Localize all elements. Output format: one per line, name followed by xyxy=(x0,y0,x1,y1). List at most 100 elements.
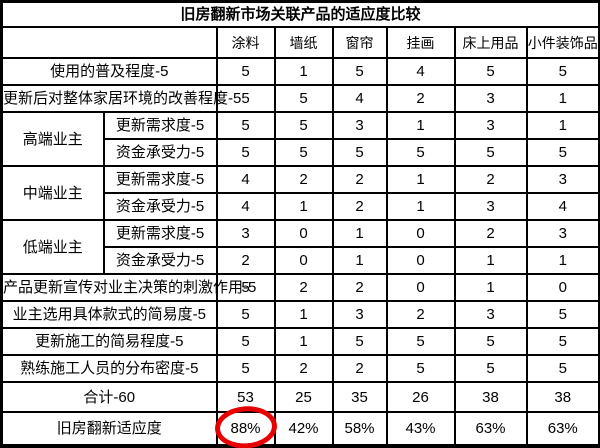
table-row: 中端业主 更新需求度-5 4 2 2 1 2 3 xyxy=(0,165,600,221)
column-header-paint: 涂料 xyxy=(215,26,276,59)
column-header-curtain: 窗帘 xyxy=(331,26,388,59)
column-header-painting: 挂画 xyxy=(385,26,456,59)
value-cell: 5 xyxy=(215,57,276,86)
value-cell: 1 xyxy=(331,246,388,275)
percent-row-label: 旧房翻新适应度 xyxy=(0,411,218,448)
value-cell: 5 xyxy=(525,354,600,383)
value-cell: 2 xyxy=(453,165,528,194)
value-cell: 5 xyxy=(453,57,528,86)
table-row: 熟练施工人员的分布密度-5 5 2 2 5 5 5 xyxy=(0,354,600,383)
value-cell: 0 xyxy=(273,246,334,275)
value-cell: 0 xyxy=(273,219,334,248)
value-cell: 4 xyxy=(215,165,276,194)
table-title-row: 旧房翻新市场关联产品的适应度比较 xyxy=(0,0,600,28)
table-row: 业主选用具体款式的简易度-5 5 1 3 2 3 5 xyxy=(0,300,600,329)
row-sublabel: 更新需求度-5 xyxy=(102,111,218,140)
value-cell: 1 xyxy=(525,111,600,140)
value-cell: 1 xyxy=(385,165,456,194)
total-value-cell: 35 xyxy=(331,381,388,413)
percent-value-cell: 58% xyxy=(331,411,388,448)
value-cell: 5 xyxy=(215,354,276,383)
row-label: 产品更新宣传对业主决策的刺激作用-5 xyxy=(0,273,256,302)
value-cell: 3 xyxy=(525,165,600,194)
value-cell: 3 xyxy=(453,300,528,329)
column-header-row: 涂料 墙纸 窗帘 挂画 床上用品 小件装饰品 xyxy=(0,26,600,59)
row-sublabel: 资金承受力-5 xyxy=(102,138,218,167)
value-cell: 2 xyxy=(385,84,456,113)
value-cell: 5 xyxy=(331,327,388,356)
value-cell: 1 xyxy=(273,57,334,86)
value-cell: 1 xyxy=(273,300,334,329)
value-cell: 5 xyxy=(215,138,276,167)
column-header-bedding: 床上用品 xyxy=(453,26,528,59)
column-header-ornaments: 小件装饰品 xyxy=(525,26,600,59)
value-cell: 1 xyxy=(273,327,334,356)
row-sublabel: 资金承受力-5 xyxy=(102,246,218,275)
value-cell: 2 xyxy=(331,354,388,383)
value-cell: 1 xyxy=(525,246,600,275)
row-sublabel: 更新需求度-5 xyxy=(102,219,218,248)
value-cell: 3 xyxy=(525,219,600,248)
table-row: 使用的普及程度-5 5 1 5 4 5 5 xyxy=(0,57,600,86)
header-corner-cell xyxy=(0,26,218,59)
row-label: 更新施工的简易程度-5 xyxy=(0,327,218,356)
value-cell: 5 xyxy=(215,111,276,140)
value-cell: 5 xyxy=(273,84,334,113)
value-cell: 5 xyxy=(215,84,276,113)
value-cell: 5 xyxy=(273,138,334,167)
row-sublabel: 资金承受力-5 xyxy=(102,192,218,221)
table-row: 资金承受力-5 4 1 2 1 3 4 xyxy=(2,192,600,221)
table-row: 资金承受力-5 2 0 1 0 1 1 xyxy=(2,246,600,275)
value-cell: 2 xyxy=(385,300,456,329)
value-cell: 0 xyxy=(525,273,600,302)
value-cell: 4 xyxy=(215,192,276,221)
total-value-cell: 53 xyxy=(215,381,276,413)
percent-value-cell-highlighted: 88% xyxy=(213,403,278,448)
value-cell: 0 xyxy=(385,219,456,248)
value-cell: 4 xyxy=(331,84,388,113)
percent-value-cell: 43% xyxy=(385,411,456,448)
value-cell: 5 xyxy=(385,138,456,167)
value-cell: 0 xyxy=(385,246,456,275)
value-cell: 0 xyxy=(385,273,456,302)
value-cell: 4 xyxy=(385,57,456,86)
value-cell: 1 xyxy=(385,192,456,221)
value-cell: 3 xyxy=(453,192,528,221)
value-cell: 2 xyxy=(215,246,276,275)
table-row: 资金承受力-5 5 5 5 5 5 5 xyxy=(2,138,600,167)
value-cell: 5 xyxy=(453,354,528,383)
table-row: 更新后对整体家居环境的改善程度-5 5 5 4 2 3 1 xyxy=(0,84,600,113)
value-cell: 1 xyxy=(273,192,334,221)
value-cell: 2 xyxy=(273,354,334,383)
value-cell: 1 xyxy=(453,273,528,302)
percent-value-cell: 63% xyxy=(525,411,600,448)
table-row: 低端业主 更新需求度-5 3 0 1 0 2 3 xyxy=(0,219,600,275)
group-label-highend: 高端业主 xyxy=(0,111,105,167)
adaptability-percent-row: 旧房翻新适应度 88% 42% 58% 43% 63% 63% xyxy=(0,403,600,448)
row-label: 使用的普及程度-5 xyxy=(0,57,218,86)
value-cell: 5 xyxy=(215,273,276,302)
row-label: 熟练施工人员的分布密度-5 xyxy=(0,354,218,383)
value-cell: 5 xyxy=(215,300,276,329)
value-cell: 2 xyxy=(273,273,334,302)
value-cell: 4 xyxy=(525,192,600,221)
value-cell: 5 xyxy=(525,57,600,86)
total-row-label: 合计-60 xyxy=(0,381,218,413)
value-cell: 1 xyxy=(525,84,600,113)
total-row: 合计-60 53 25 35 26 38 38 xyxy=(0,381,600,413)
value-cell: 5 xyxy=(331,138,388,167)
row-label: 更新后对整体家居环境的改善程度-5 xyxy=(0,84,241,113)
value-cell: 1 xyxy=(385,111,456,140)
value-cell: 1 xyxy=(331,219,388,248)
value-cell: 1 xyxy=(453,246,528,275)
table-row: 更新施工的简易程度-5 5 1 5 5 5 5 xyxy=(0,327,600,356)
value-cell: 2 xyxy=(331,165,388,194)
table-title: 旧房翻新市场关联产品的适应度比较 xyxy=(0,0,600,28)
value-cell: 3 xyxy=(215,219,276,248)
value-cell: 5 xyxy=(385,354,456,383)
total-value-cell: 26 xyxy=(385,381,456,413)
row-label: 业主选用具体款式的简易度-5 xyxy=(0,300,218,329)
value-cell: 5 xyxy=(453,327,528,356)
